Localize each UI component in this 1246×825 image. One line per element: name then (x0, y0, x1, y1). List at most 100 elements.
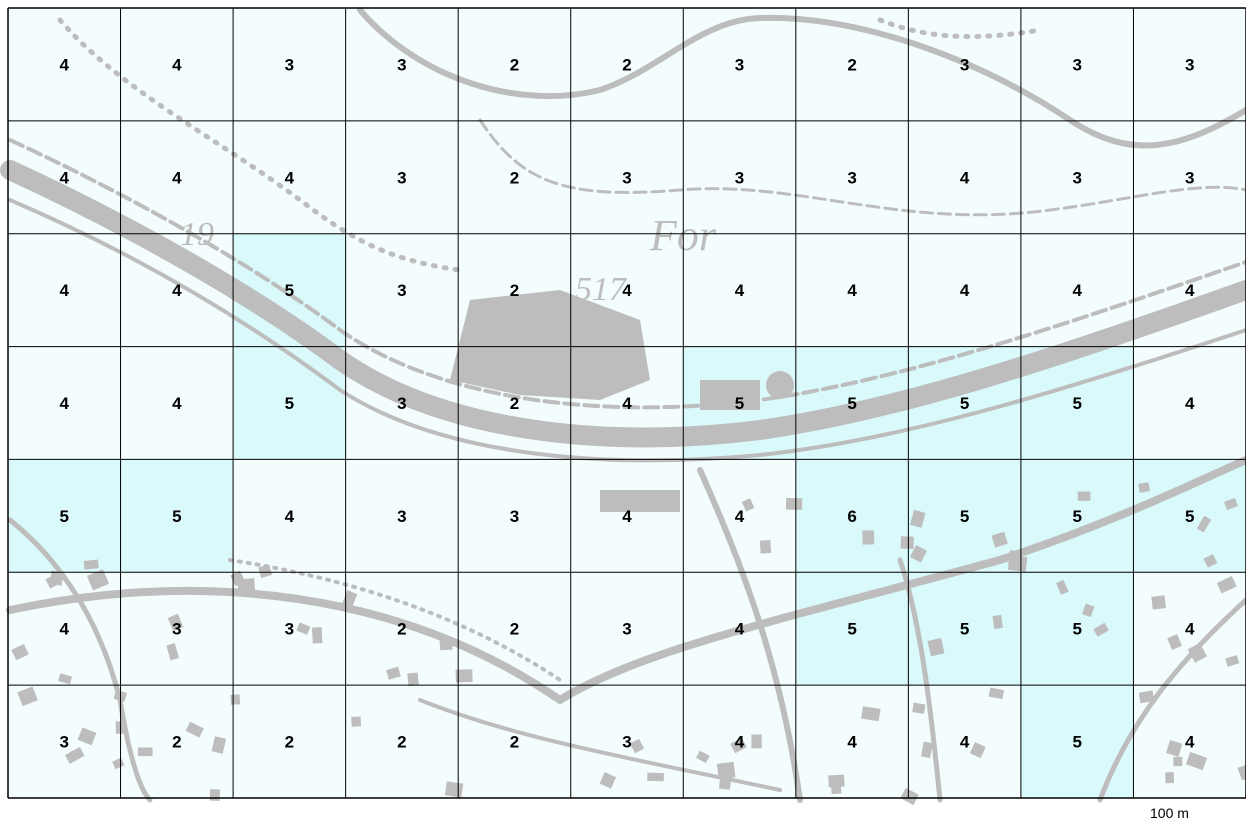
cell-value-label: 6 (847, 507, 856, 526)
cell-value-label: 4 (1185, 733, 1195, 752)
cell-value-label: 3 (960, 55, 969, 74)
cell-value-label: 4 (1185, 620, 1195, 639)
grid-cell (233, 120, 346, 234)
grid-cell (1133, 8, 1246, 121)
cell-value-label: 3 (397, 281, 406, 300)
grid-cell (795, 459, 909, 573)
cell-value-label: 3 (1072, 55, 1081, 74)
house (1007, 555, 1028, 572)
cell-value-label: 4 (60, 394, 70, 413)
grid-cell (570, 459, 684, 573)
cell-value-label: 5 (285, 281, 294, 300)
house (1077, 491, 1091, 501)
grid-cell (120, 346, 234, 460)
cell-value-label: 3 (735, 55, 744, 74)
upper-path (478, 118, 1246, 217)
grid-cell (345, 8, 459, 121)
house (1187, 642, 1208, 663)
cell-value-label: 3 (1185, 168, 1194, 187)
house (785, 497, 803, 510)
house (407, 672, 419, 687)
house (629, 738, 645, 754)
house (830, 782, 842, 795)
cell-value-label: 5 (1072, 733, 1081, 752)
cell-value-label: 3 (285, 55, 294, 74)
house (45, 574, 60, 589)
house (444, 781, 464, 798)
grid-cell (458, 459, 571, 573)
grid-cell (458, 572, 571, 686)
cell-value-label: 5 (847, 620, 856, 639)
cell-value-label: 3 (622, 620, 631, 639)
cell-value-label: 5 (960, 394, 969, 413)
cell-value-label: 3 (285, 620, 294, 639)
house (112, 757, 125, 770)
cell-value-label: 3 (847, 168, 856, 187)
house (861, 706, 881, 722)
crossing-road (697, 467, 803, 803)
house (86, 569, 110, 591)
house (64, 746, 85, 764)
scale-label: 100 m (1150, 805, 1189, 821)
lower-road (6, 456, 1246, 704)
house (927, 637, 945, 657)
cell-value-label: 4 (847, 281, 857, 300)
cell-value-label: 5 (735, 394, 744, 413)
house (230, 570, 246, 587)
house (1056, 579, 1069, 595)
grid-cell (570, 685, 684, 798)
house (17, 686, 38, 707)
cell-value-label: 3 (397, 55, 406, 74)
grid-cell (458, 8, 571, 121)
house (455, 669, 473, 683)
grid-cell (8, 459, 121, 573)
cell-labels: 4 4 3 3 2 2 3 2 3 3 34 4 4 3 2 3 3 3 4 3 34 4 5 3 2 4 4 4 4 4 44 4 5 3 2 4 5… (60, 55, 1195, 751)
house (1203, 553, 1218, 568)
house (11, 643, 29, 661)
house (900, 536, 914, 549)
grid-cell (908, 572, 1021, 686)
cell-value-label: 4 (1185, 281, 1195, 300)
house (1151, 595, 1167, 610)
dotted-path-1 (57, 17, 463, 273)
grid-lines (7, 7, 1246, 799)
cell-value-label: 3 (735, 168, 744, 187)
cell-value-label: 4 (735, 733, 745, 752)
house (83, 559, 99, 570)
grid-cell (458, 120, 571, 234)
grid-cell (120, 459, 234, 573)
cell-value-label: 4 (735, 281, 745, 300)
house (1093, 622, 1109, 637)
house (696, 750, 710, 764)
house (137, 747, 153, 757)
house (386, 666, 401, 680)
grid-cell (795, 233, 909, 347)
grid-cell (570, 120, 684, 234)
cell-value-label: 4 (60, 55, 70, 74)
house (730, 737, 747, 754)
house (909, 545, 928, 563)
house (1166, 739, 1183, 757)
cell-value-label: 5 (1072, 394, 1081, 413)
building (600, 490, 680, 512)
cell-value-label: 3 (622, 168, 631, 187)
house (311, 627, 323, 644)
house (647, 772, 664, 782)
grid-cell (8, 8, 121, 121)
cell-value-label: 2 (397, 620, 406, 639)
house (1165, 772, 1175, 784)
building-blocks (450, 290, 794, 512)
house (1167, 634, 1182, 650)
house (296, 622, 311, 635)
building (700, 380, 760, 410)
house (900, 787, 919, 806)
grid-cell (683, 233, 796, 347)
grid-cell (1133, 459, 1246, 573)
house (230, 694, 241, 705)
cell-value-label: 3 (510, 507, 519, 526)
dotted-path-2 (877, 17, 1043, 40)
house (921, 741, 933, 759)
cell-value-label: 4 (285, 168, 295, 187)
grid-cell (570, 8, 684, 121)
cell-value-label: 2 (172, 733, 181, 752)
